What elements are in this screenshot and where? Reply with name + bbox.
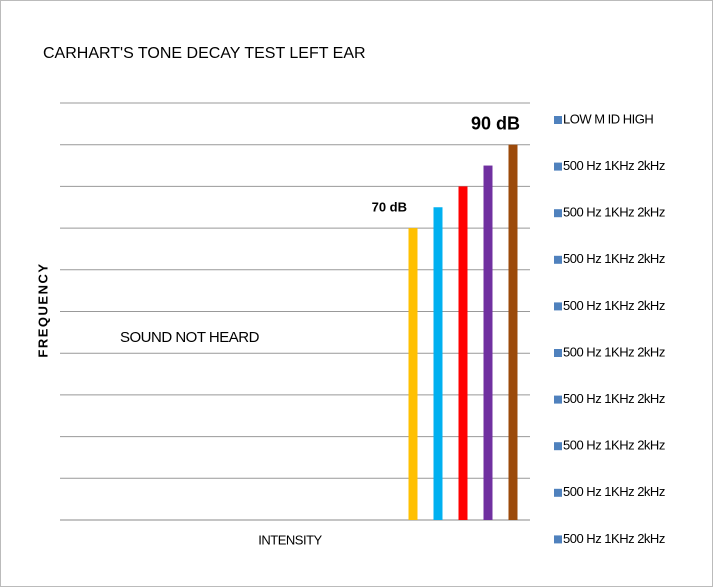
y-axis-label: FREQUENCY [35,262,50,357]
legend-label: 500 Hz 1KHz 2kHz [563,438,665,453]
legend-swatch [554,255,562,264]
legend-swatch [554,442,562,451]
bar [458,186,468,520]
legend-swatch [554,116,562,124]
legend-swatch [554,302,562,311]
bar [408,228,418,520]
legend-swatch [554,209,562,218]
legend-label: 500 Hz 1KHz 2kHz [563,344,665,359]
chart-title: CARHART'S TONE DECAY TEST LEFT EAR [43,45,366,62]
legend-label: 500 Hz 1KHz 2kHz [563,391,665,406]
legend-label: 500 Hz 1KHz 2kHz [563,484,665,499]
legend-swatch [554,162,562,171]
x-axis-label: INTENSITY [258,532,322,547]
legend-swatch [554,349,562,357]
legend-label: 500 Hz 1KHz 2kHz [563,298,665,313]
legend-label: 500 Hz 1KHz 2kHz [563,205,665,220]
value-label: 90 dB [471,113,520,133]
legend-label: 500 Hz 1KHz 2kHz [563,251,665,266]
legend-label: 500 Hz 1KHz 2kHz [563,531,665,546]
legend-swatch [554,395,562,404]
bar [433,207,443,520]
bar [508,144,518,520]
value-label: 70 dB [372,200,407,215]
annotation: SOUND NOT HEARD [120,329,260,346]
legend-swatch [554,535,562,544]
legend-label: LOW M ID HIGH [563,111,653,126]
legend-label: 500 Hz 1KHz 2kHz [563,158,665,173]
legend-swatch [554,488,562,497]
bar [483,165,493,521]
